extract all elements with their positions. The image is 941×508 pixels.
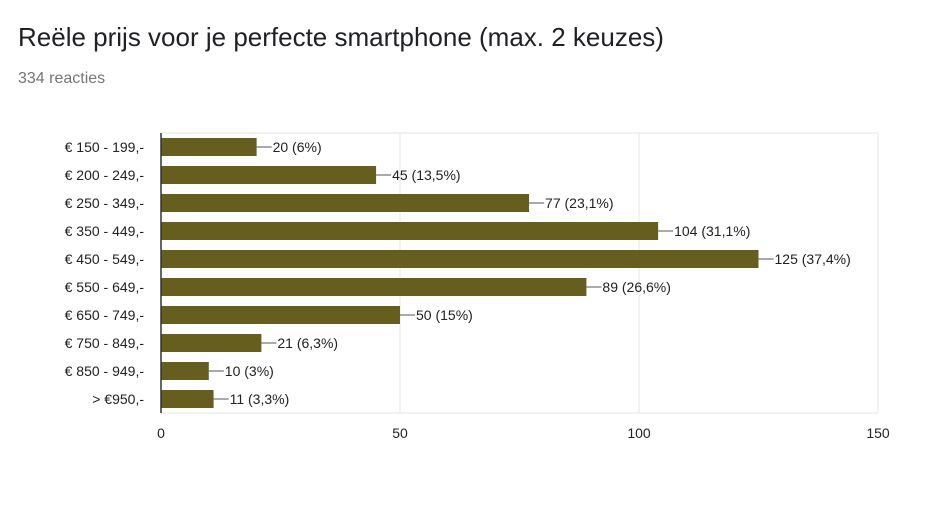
bar bbox=[161, 278, 587, 296]
x-tick-label: 150 bbox=[866, 425, 890, 441]
data-label: 21 (6,3%) bbox=[277, 335, 338, 351]
data-label: 50 (15%) bbox=[416, 307, 473, 323]
category-label: > €950,- bbox=[92, 391, 144, 407]
bar bbox=[161, 334, 262, 352]
category-label: € 750 - 849,- bbox=[65, 335, 145, 351]
response-count: 334 reacties bbox=[18, 70, 106, 87]
data-label: 125 (37,4%) bbox=[775, 251, 851, 267]
x-tick-label: 50 bbox=[392, 425, 408, 441]
data-label: 89 (26,6%) bbox=[602, 279, 670, 295]
bar bbox=[161, 166, 377, 184]
bar bbox=[161, 362, 209, 380]
category-label: € 350 - 449,- bbox=[65, 223, 145, 239]
category-label: € 550 - 649,- bbox=[65, 279, 145, 295]
bar bbox=[161, 390, 214, 408]
category-label: € 250 - 349,- bbox=[65, 195, 145, 211]
category-label: € 650 - 749,- bbox=[65, 307, 145, 323]
data-label: 10 (3%) bbox=[225, 363, 274, 379]
data-label: 11 (3,3%) bbox=[230, 391, 290, 407]
data-label: 104 (31,1%) bbox=[674, 223, 750, 239]
bar bbox=[161, 222, 659, 240]
bar bbox=[161, 250, 759, 268]
bar bbox=[161, 138, 257, 156]
data-label: 45 (13,5%) bbox=[392, 167, 460, 183]
bar bbox=[161, 306, 400, 324]
x-tick-label: 100 bbox=[627, 425, 651, 441]
x-tick-label: 0 bbox=[157, 425, 165, 441]
chart-title: Reële prijs voor je perfecte smartphone … bbox=[18, 22, 664, 52]
data-label: 77 (23,1%) bbox=[545, 195, 613, 211]
category-label: € 200 - 249,- bbox=[65, 167, 145, 183]
category-label: € 850 - 949,- bbox=[65, 363, 145, 379]
category-label: € 450 - 549,- bbox=[65, 251, 145, 267]
category-label: € 150 - 199,- bbox=[65, 139, 145, 155]
data-label: 20 (6%) bbox=[273, 139, 322, 155]
bar bbox=[161, 194, 530, 212]
